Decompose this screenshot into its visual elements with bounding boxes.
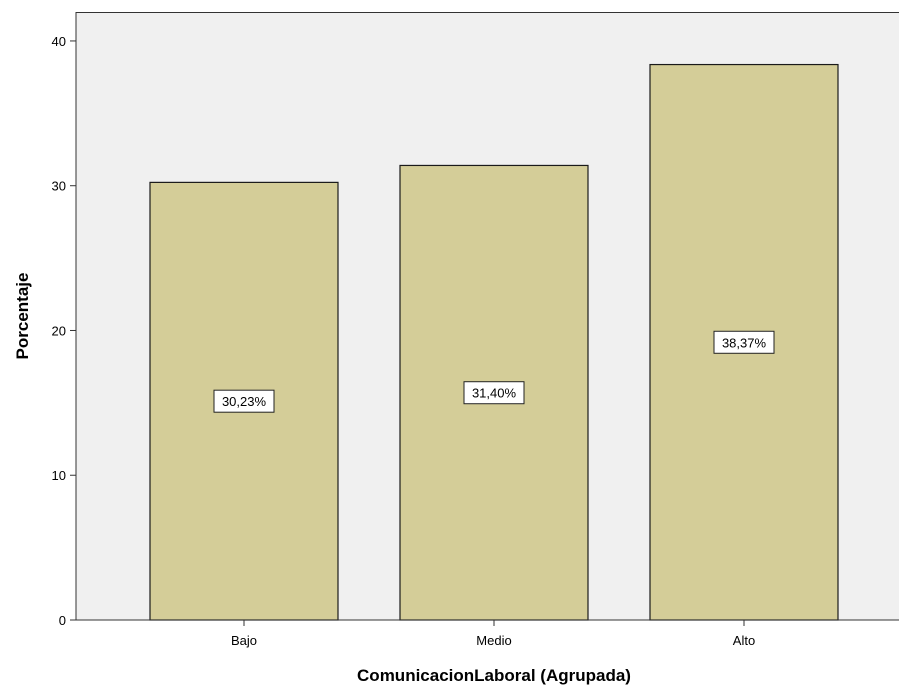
y-axis-title: Porcentaje [13, 273, 32, 360]
x-tick-label: Medio [476, 633, 511, 648]
x-tick-label: Bajo [231, 633, 257, 648]
data-label-alto: 38,37% [713, 330, 775, 354]
data-label-box [713, 330, 775, 354]
axes-layer: 0 10 20 30 40 Bajo Medio Alto [52, 12, 899, 648]
data-label-text: 31,40% [472, 386, 517, 401]
x-tick-label: Alto [733, 633, 755, 648]
data-label-medio: 31,40% [463, 381, 525, 405]
y-tick-label: 20 [52, 323, 66, 338]
y-tick-label: 30 [52, 179, 66, 194]
data-label-box [213, 389, 275, 413]
data-label-text: 38,37% [722, 335, 767, 350]
data-label-box [463, 381, 525, 405]
y-tick-label: 10 [52, 468, 66, 483]
y-tick-label: 40 [52, 34, 66, 49]
y-tick-label: 0 [59, 613, 66, 628]
x-axis-title: ComunicacionLaboral (Agrupada) [357, 666, 631, 685]
data-labels-layer: 30,23% 31,40% 38,37% [213, 330, 775, 413]
data-label-bajo: 30,23% [213, 389, 275, 413]
data-label-text: 30,23% [222, 394, 267, 409]
